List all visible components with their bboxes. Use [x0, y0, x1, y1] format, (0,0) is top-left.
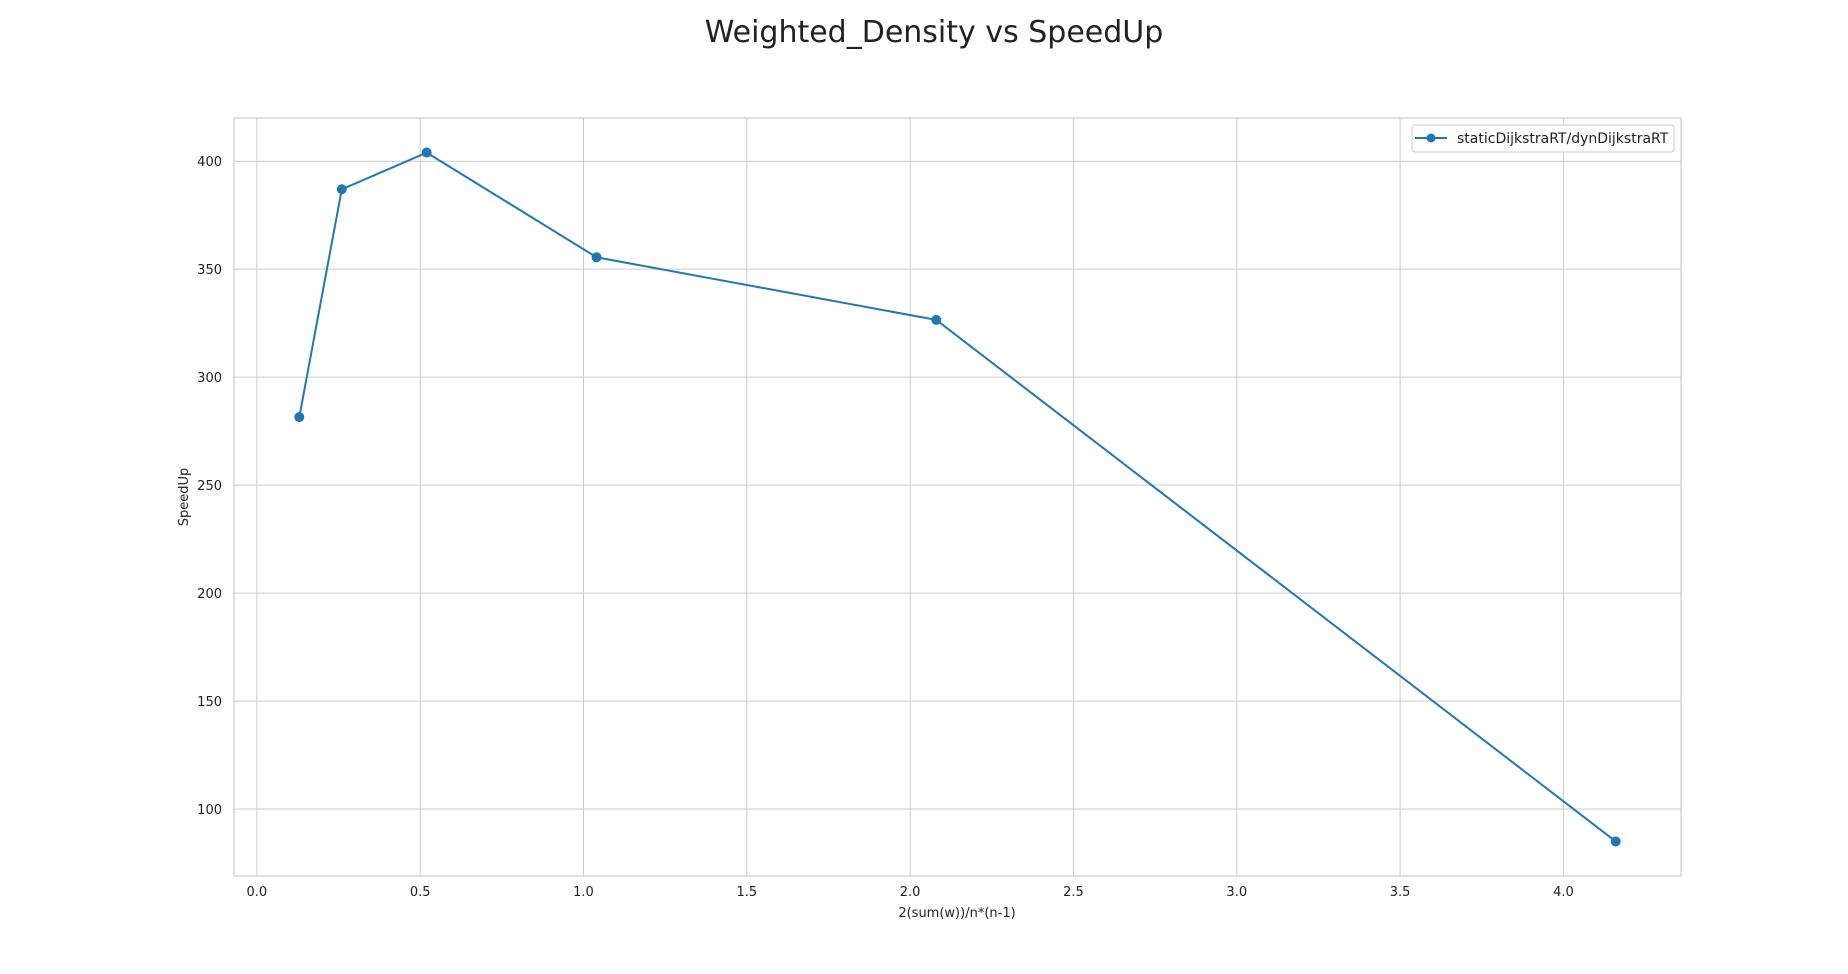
legend-box — [1411, 124, 1675, 153]
x-tick-label: 2.0 — [900, 885, 921, 900]
legend-label: staticDijkstraRT/dynDijkstraRT — [1457, 131, 1669, 147]
x-tick-label: 0.5 — [410, 885, 431, 900]
x-tick-label: 3.5 — [1390, 885, 1411, 900]
y-axis-ticks: 100 150 200 250 300 350 400 — [197, 155, 222, 818]
chart-title: Weighted_Density vs SpeedUp — [705, 15, 1164, 50]
y-tick-label: 100 — [197, 803, 222, 818]
data-point — [421, 147, 432, 158]
y-tick-label: 350 — [197, 263, 222, 278]
x-tick-label: 2.5 — [1063, 885, 1084, 900]
data-point — [931, 314, 942, 325]
x-axis-label: 2(sum(w))/n*(n-1) — [898, 906, 1015, 921]
y-axis-label: SpeedUp — [177, 468, 192, 527]
x-tick-label: 1.0 — [573, 885, 594, 900]
y-tick-label: 250 — [197, 479, 222, 494]
x-tick-label: 4.0 — [1553, 885, 1574, 900]
data-point — [294, 412, 305, 423]
x-tick-label: 3.0 — [1226, 885, 1247, 900]
x-tick-label: 1.5 — [736, 885, 757, 900]
series-group — [294, 147, 1621, 847]
y-tick-label: 200 — [197, 587, 222, 602]
data-point — [336, 184, 347, 195]
y-tick-label: 400 — [197, 155, 222, 170]
y-tick-label: 150 — [197, 695, 222, 710]
x-tick-label: 0.0 — [247, 885, 268, 900]
data-point — [591, 252, 602, 263]
series-line — [298, 151, 1617, 843]
x-axis-ticks: 0.0 0.5 1.0 1.5 2.0 2.5 3.0 3.5 4.0 — [247, 885, 1574, 900]
y-tick-label: 300 — [197, 371, 222, 386]
plot-area — [233, 117, 1682, 877]
data-point — [1610, 836, 1621, 847]
legend-marker — [1426, 133, 1436, 143]
grid — [234, 118, 1681, 876]
legend: staticDijkstraRT/dynDijkstraRT — [1411, 124, 1675, 153]
